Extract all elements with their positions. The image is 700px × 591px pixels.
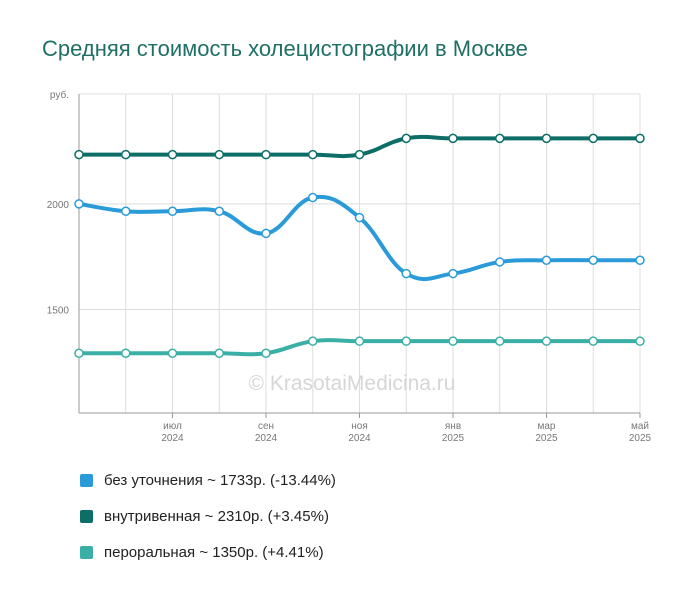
data-point-series-2 [121,348,131,358]
data-point-series-1 [354,149,365,160]
data-point-series-1 [448,133,458,144]
legend-item-peroralnaya[interactable]: пероральная ~ 1350р. (+4.41%) [80,534,336,570]
x-tick-label-month: мар [538,421,556,432]
data-point-series-0 [261,228,271,239]
data-point-series-1 [635,133,645,144]
data-point-series-0 [401,268,411,279]
data-point-series-2 [167,348,178,358]
line-chart: 15002000руб.июл2024сен2024ноя2024янв2025… [47,89,652,444]
data-point-series-2 [308,336,318,346]
data-point-series-0 [74,199,84,209]
x-tick-label-year: 2025 [442,433,465,444]
x-tick-label-year: 2024 [348,433,371,444]
data-point-series-0 [541,255,552,266]
data-point-series-0 [448,268,458,279]
legend-label: пероральная ~ 1350р. (+4.41%) [104,543,324,561]
data-point-series-2 [588,336,598,346]
legend: без уточнения ~ 1733р. (-13.44%) внутрив… [80,462,336,570]
legend-label: без уточнения ~ 1733р. (-13.44%) [104,471,336,489]
data-point-series-2 [541,336,552,346]
data-point-series-0 [354,212,365,223]
x-tick-label-year: 2024 [161,433,184,444]
x-tick-label-month: май [631,421,649,432]
x-tick-label-year: 2025 [629,433,652,444]
legend-swatch [80,545,93,559]
legend-item-vnutrivennaya[interactable]: внутривенная ~ 2310р. (+3.45%) [80,498,336,534]
watermark: © KrasotaiMedicina.ru [249,372,456,395]
data-point-series-2 [495,336,505,346]
data-point-series-2 [448,336,458,346]
legend-swatch [80,473,93,487]
data-point-series-2 [261,348,271,358]
legend-item-bez-utochneniya[interactable]: без уточнения ~ 1733р. (-13.44%) [80,462,336,498]
data-point-series-0 [635,255,645,266]
data-point-series-0 [308,192,318,203]
data-point-series-2 [401,336,411,346]
data-point-series-2 [74,348,84,358]
data-point-series-1 [214,149,224,160]
data-point-series-1 [167,149,178,160]
legend-label: внутривенная ~ 2310р. (+3.45%) [104,507,329,525]
data-point-series-1 [495,133,505,144]
y-tick-label: 2000 [47,200,70,211]
x-tick-label-month: янв [445,421,461,432]
data-point-series-0 [495,257,505,267]
data-point-series-2 [354,336,365,346]
y-unit-label: руб. [50,89,69,101]
data-point-series-1 [121,149,131,160]
legend-swatch [80,509,93,523]
x-tick-label-year: 2025 [535,433,558,444]
chart-title: Средняя стоимость холецистографии в Моск… [42,36,528,61]
x-tick-label-month: июл [163,421,182,432]
data-point-series-1 [541,133,552,144]
x-tick-label-year: 2024 [255,433,278,444]
data-point-series-2 [214,348,224,358]
x-tick-label-month: ноя [351,421,368,432]
x-tick-label-month: сен [258,421,274,432]
data-point-series-2 [635,336,645,346]
data-point-series-1 [74,149,84,160]
y-tick-label: 1500 [47,305,70,316]
data-point-series-1 [401,133,411,144]
data-point-series-0 [214,206,224,216]
data-point-series-0 [167,206,178,216]
data-point-series-1 [308,149,318,160]
data-point-series-0 [588,255,598,266]
data-point-series-1 [588,133,598,144]
data-point-series-0 [121,206,131,216]
data-point-series-1 [261,149,271,160]
